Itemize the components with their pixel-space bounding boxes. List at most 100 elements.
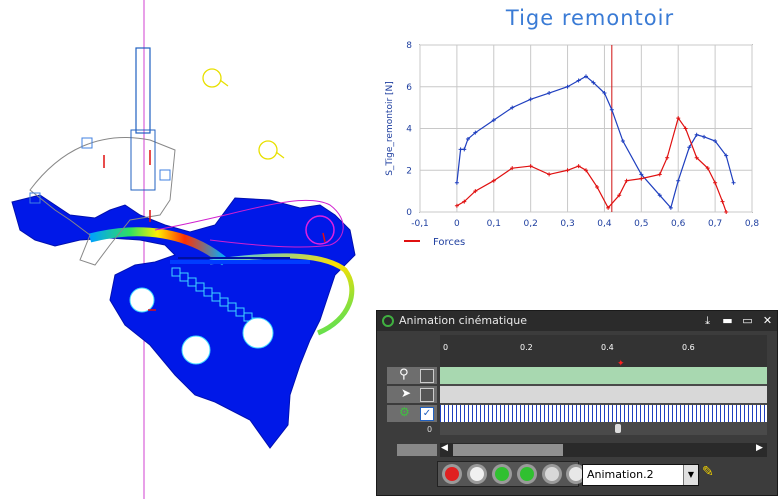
record-button[interactable] — [442, 464, 462, 484]
x-tick-label: 0,3 — [560, 219, 574, 229]
animation-select[interactable]: Animation.2 ▼ — [582, 464, 699, 486]
row-checkbox[interactable] — [420, 388, 434, 402]
x-tick-label: 0,1 — [487, 219, 501, 229]
frame-slider-thumb[interactable] — [615, 424, 621, 433]
step-back-button[interactable] — [467, 464, 487, 484]
data-point — [454, 203, 459, 208]
mechanism-icon: ⚙ — [399, 405, 410, 419]
data-point — [462, 199, 467, 204]
data-point — [565, 84, 570, 89]
contact-chain — [171, 267, 261, 327]
data-point — [713, 139, 718, 144]
data-point — [565, 168, 570, 173]
data-point — [547, 172, 552, 177]
data-point — [576, 164, 581, 169]
close-icon[interactable]: ✕ — [762, 314, 773, 327]
animation-select-value: Animation.2 — [587, 468, 654, 481]
data-point — [694, 155, 699, 160]
data-point — [713, 180, 718, 185]
scroll-right-arrow[interactable]: ▶ — [756, 443, 763, 453]
chart: -0,1 0 0,1 0,2 0,3 0,4 0,5 0,6 0,7 0,802468S_Tige… — [385, 41, 759, 248]
data-point — [576, 78, 581, 83]
data-point — [668, 205, 673, 210]
zoom-buttons[interactable] — [397, 444, 437, 456]
x-tick-label: 0,4 — [597, 219, 612, 229]
track-grey[interactable] — [440, 386, 767, 403]
scrollbar-thumb[interactable] — [453, 444, 563, 456]
x-tick-label: 0,6 — [671, 219, 686, 229]
spring-arm[interactable] — [88, 227, 228, 266]
x-tick-label: 0,8 — [745, 219, 760, 229]
data-point — [591, 80, 596, 85]
force-markers — [103, 150, 326, 311]
dock-icon[interactable]: ⤓ — [705, 314, 710, 327]
bolt-holes — [129, 287, 274, 365]
play-loop-button[interactable] — [517, 464, 537, 484]
data-point — [617, 193, 622, 198]
y-tick-label: 6 — [406, 83, 412, 93]
stop-button[interactable] — [566, 464, 586, 484]
data-point — [491, 118, 496, 123]
data-point — [491, 178, 496, 183]
data-point — [528, 164, 533, 169]
data-point — [657, 193, 662, 198]
data-point — [458, 147, 463, 152]
y-tick-label: 0 — [406, 208, 412, 218]
data-point — [602, 91, 607, 96]
data-point — [473, 189, 478, 194]
data-point — [731, 180, 736, 185]
timeline-tick-label: 0.6 — [682, 343, 695, 352]
timeline-tick-label: 0.2 — [520, 343, 533, 352]
track-frames[interactable] — [440, 405, 767, 422]
row-zero-label: 0 — [427, 425, 433, 434]
chevron-down-icon[interactable]: ▼ — [683, 465, 698, 485]
track-green[interactable] — [440, 367, 767, 384]
chart-title: Tige remontoir — [505, 6, 675, 30]
camera-icon: ⚲ — [399, 367, 409, 382]
data-point — [705, 166, 710, 171]
data-point — [724, 210, 729, 214]
x-tick-label: 0,7 — [708, 219, 722, 229]
guide-curve — [154, 199, 344, 248]
edit-animation-icon[interactable]: ✎ — [702, 464, 714, 480]
x-tick-label: 0,5 — [634, 219, 648, 229]
data-point — [528, 97, 533, 102]
data-point — [639, 172, 644, 177]
pause-button[interactable] — [542, 464, 562, 484]
x-tick-label: -0,1 — [411, 219, 429, 229]
panel-app-icon — [382, 315, 394, 327]
y-tick-label: 8 — [406, 41, 412, 51]
stem-shaft — [135, 47, 151, 134]
data-point — [510, 166, 515, 171]
legend-label: Forces — [433, 237, 465, 248]
data-point — [694, 132, 699, 137]
x-tick-label: 0 — [454, 219, 460, 229]
data-point — [720, 199, 725, 204]
data-point — [657, 172, 662, 177]
data-point — [465, 136, 470, 141]
data-point — [724, 153, 729, 158]
row-checkbox-checked[interactable]: ✓ — [420, 407, 434, 421]
data-point — [624, 178, 629, 183]
y-tick-label: 2 — [406, 166, 412, 176]
play-button[interactable] — [492, 464, 512, 484]
maximize-icon[interactable]: ▭ — [742, 314, 753, 327]
mechanism-plate[interactable] — [11, 194, 356, 449]
playhead-marker[interactable]: ✦ — [617, 359, 625, 369]
panel-titlebar[interactable]: Animation cinématique ⤓ ▬ ▭ ✕ — [377, 311, 777, 331]
pointer-icon: ➤ — [401, 386, 412, 400]
constraint-icon[interactable] — [202, 68, 285, 160]
animation-panel[interactable]: Animation cinématique ⤓ ▬ ▭ ✕ 0 0.2 0.4 … — [376, 310, 778, 496]
pivot-circle — [305, 215, 335, 245]
minimize-icon[interactable]: ▬ — [722, 314, 733, 327]
scroll-left-arrow[interactable]: ◀ — [441, 443, 448, 453]
row-checkbox[interactable] — [420, 369, 434, 383]
data-point — [473, 130, 478, 135]
data-point — [676, 116, 681, 121]
series-line — [456, 116, 727, 213]
joint-markers — [29, 137, 171, 204]
series-line — [456, 75, 735, 210]
panel-title: Animation cinématique — [399, 314, 527, 327]
data-point — [609, 107, 614, 112]
